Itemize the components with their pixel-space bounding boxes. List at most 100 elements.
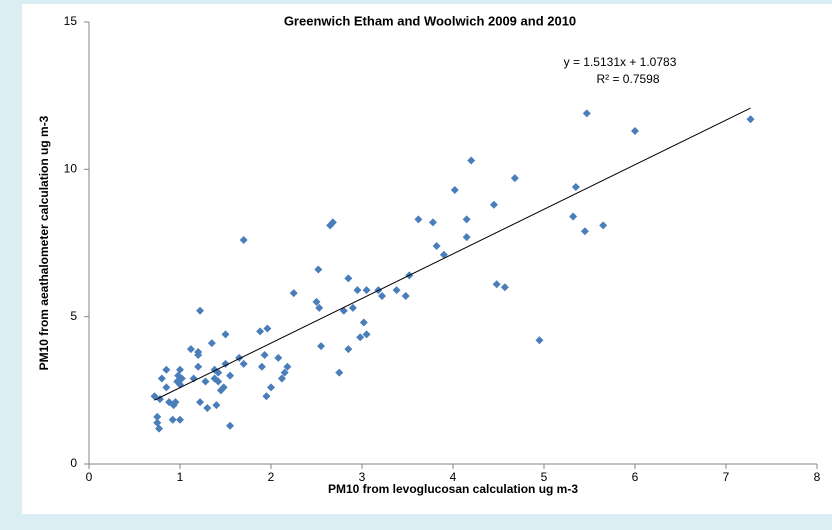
point <box>283 362 292 371</box>
point <box>362 330 371 339</box>
point <box>150 392 159 401</box>
point <box>510 174 519 183</box>
y-tick-label: 15 <box>64 14 78 28</box>
x-tick-label: 4 <box>450 470 457 484</box>
point <box>196 398 205 407</box>
point <box>580 227 589 236</box>
point <box>344 345 353 354</box>
point <box>378 292 387 301</box>
point <box>314 265 323 274</box>
point <box>267 383 275 392</box>
point <box>500 283 509 292</box>
point <box>226 421 235 430</box>
point <box>280 368 289 377</box>
point <box>221 330 230 339</box>
point <box>203 404 212 413</box>
point <box>262 392 271 401</box>
point <box>274 353 283 362</box>
point <box>176 415 184 424</box>
point <box>196 306 205 315</box>
point <box>414 215 423 224</box>
point <box>194 362 203 371</box>
point <box>439 250 448 259</box>
point <box>462 215 471 224</box>
x-tick-label: 7 <box>723 470 730 484</box>
point <box>450 185 459 194</box>
x-tick-label: 6 <box>632 470 639 484</box>
x-tick-label: 3 <box>359 470 366 484</box>
point <box>631 127 639 136</box>
point <box>392 286 401 295</box>
point <box>176 365 184 374</box>
x-tick-label: 5 <box>541 470 548 484</box>
point <box>155 395 164 404</box>
trend-r2: R² = 0.7598 <box>596 72 659 86</box>
y-axis-label: PM10 from aeathalometer calculation ug m… <box>37 115 51 370</box>
point <box>492 280 501 289</box>
point <box>257 362 266 371</box>
point <box>432 241 441 250</box>
x-tick-label: 0 <box>86 470 93 484</box>
point <box>312 297 321 306</box>
point <box>207 339 216 348</box>
point <box>335 368 344 377</box>
point <box>362 286 371 295</box>
point <box>277 374 286 383</box>
point <box>467 156 476 165</box>
point <box>168 415 177 424</box>
point <box>219 383 228 392</box>
y-tick-label: 0 <box>70 456 77 470</box>
point <box>162 383 171 392</box>
point <box>462 233 471 242</box>
point <box>359 318 368 327</box>
point <box>428 218 437 227</box>
chart-area <box>22 4 832 514</box>
point <box>214 377 223 386</box>
point <box>571 183 580 192</box>
point <box>353 286 362 295</box>
point <box>239 236 248 245</box>
point <box>746 115 755 124</box>
point <box>212 401 221 410</box>
point <box>256 327 265 336</box>
point <box>582 109 591 118</box>
point <box>401 292 410 301</box>
point <box>171 398 180 407</box>
point <box>177 374 186 383</box>
point <box>239 359 248 368</box>
point <box>328 218 337 227</box>
point <box>157 374 166 383</box>
point <box>260 350 269 359</box>
x-tick-label: 2 <box>268 470 275 484</box>
y-tick-label: 10 <box>64 162 78 176</box>
point <box>317 342 326 351</box>
point <box>153 412 162 421</box>
point <box>226 371 235 380</box>
point <box>162 365 171 374</box>
point <box>344 274 353 283</box>
point <box>189 374 198 383</box>
point <box>356 333 365 342</box>
point <box>194 348 203 357</box>
point <box>599 221 608 230</box>
point <box>535 336 544 345</box>
point <box>155 424 164 433</box>
x-tick-label: 1 <box>177 470 184 484</box>
point <box>348 303 357 312</box>
point <box>569 212 578 221</box>
x-tick-label: 8 <box>814 470 821 484</box>
point <box>315 303 324 312</box>
point <box>489 200 498 209</box>
point <box>214 368 223 377</box>
point <box>186 345 195 354</box>
point <box>201 377 210 386</box>
chart-title: Greenwich Etham and Woolwich 2009 and 20… <box>284 13 576 28</box>
point <box>289 289 298 298</box>
trend-equation: y = 1.5131x + 1.0783 <box>564 55 677 69</box>
point <box>263 324 272 333</box>
x-axis-label: PM10 from levoglucosan calculation ug m-… <box>328 482 578 496</box>
point <box>153 418 162 427</box>
trendline <box>154 107 751 401</box>
